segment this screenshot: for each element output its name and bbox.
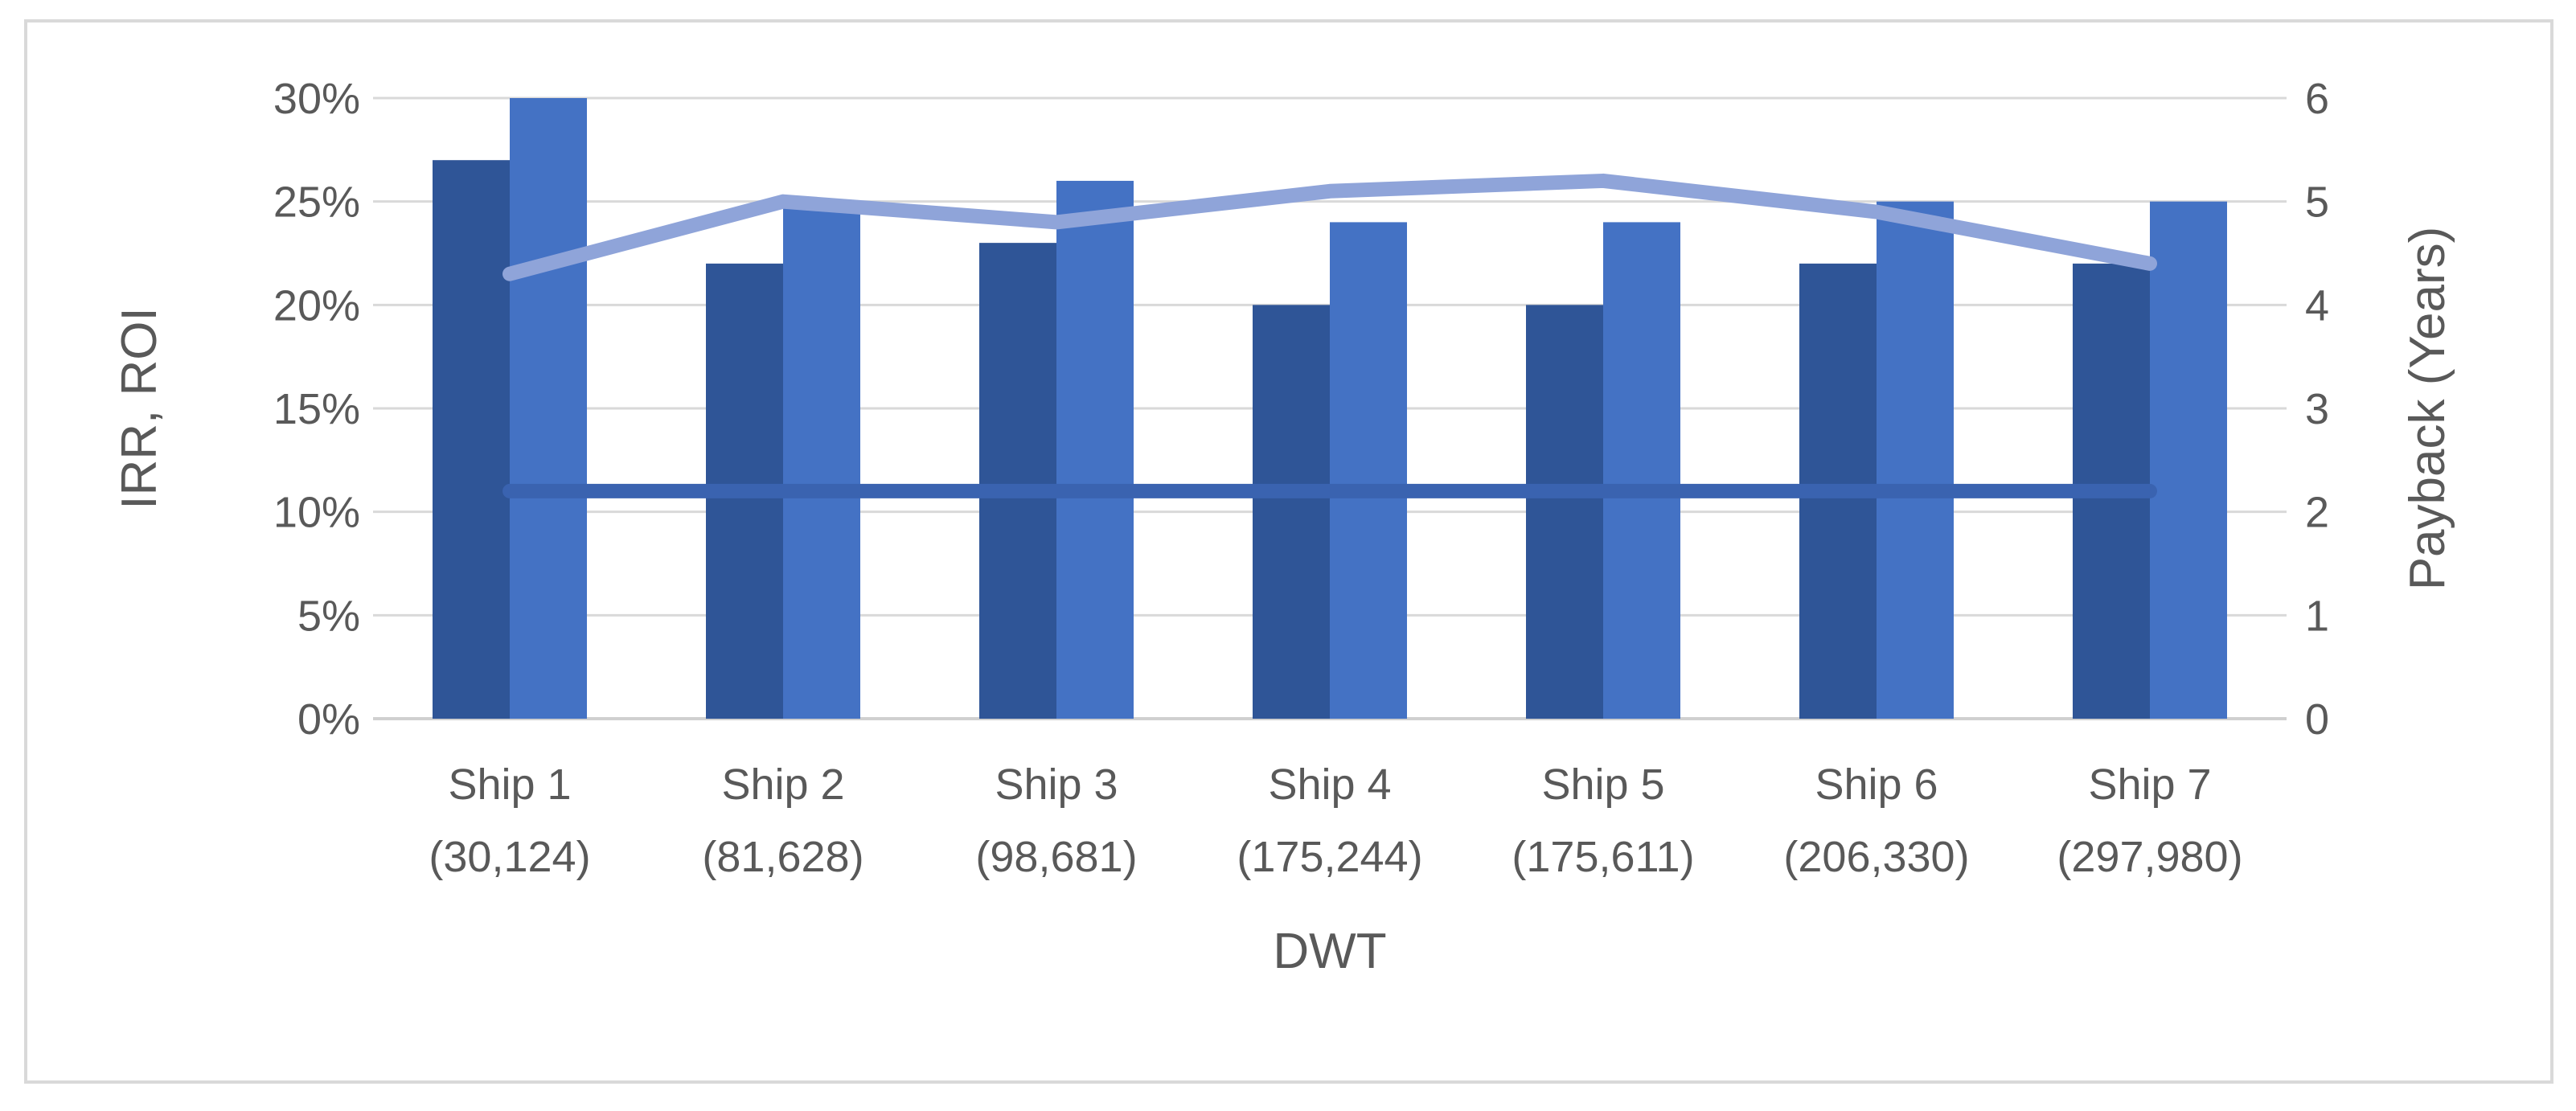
x-tick-label: Ship 6 (206,330) — [1783, 760, 1969, 881]
x-tick-label: Ship 3 (98,681) — [975, 760, 1137, 881]
bar-series-1 — [979, 243, 1056, 719]
x-tick-label: Ship 7 (297,980) — [2057, 760, 2242, 881]
lines — [502, 173, 2157, 498]
y2-tick-label: 3 — [2305, 385, 2329, 433]
bar-series-1 — [1526, 305, 1603, 719]
y-tick-label: 0% — [297, 695, 360, 744]
y-tick-label: 5% — [297, 592, 360, 640]
x-tick-label: Ship 1 (30,124) — [429, 760, 590, 881]
x-axis-ticks: Ship 1 (30,124) Ship 2 (81,628) Ship 3 (98,68… — [429, 760, 2242, 881]
y2-tick-label: 6 — [2305, 75, 2329, 123]
y-tick-label: 25% — [273, 178, 360, 227]
left-axis-title: IRR, ROI — [112, 307, 167, 509]
left-axis-ticks: 0% 5% 10% 15% 20% 25% 30% — [273, 75, 360, 744]
y-tick-label: 15% — [273, 385, 360, 433]
x-tick-label: Ship 5 (175,611) — [1512, 760, 1694, 881]
y-tick-label: 10% — [273, 489, 360, 537]
right-axis-ticks: 0 1 2 3 4 5 6 — [2305, 75, 2329, 744]
line-series-2 — [502, 173, 2157, 281]
x-tick-label: Ship 2 (81,628) — [702, 760, 863, 881]
bar-series-2 — [783, 201, 860, 719]
bar-series-2 — [1603, 222, 1680, 719]
bar-series-1 — [1253, 305, 1330, 719]
chart-frame: 0% 5% 10% 15% 20% 25% 30% 0 1 2 3 4 5 6 Ship 1 (30,12… — [24, 19, 2553, 1084]
y2-tick-label: 4 — [2305, 281, 2329, 330]
bar-series-2 — [1330, 222, 1407, 719]
y-tick-label: 20% — [273, 281, 360, 330]
x-axis-title: DWT — [1273, 924, 1386, 979]
y2-tick-label: 5 — [2305, 178, 2329, 227]
x-tick-label: Ship 4 (175,244) — [1237, 760, 1422, 881]
bar-series-1 — [433, 160, 510, 719]
chart-svg: 0% 5% 10% 15% 20% 25% 30% 0 1 2 3 4 5 6 Ship 1 (30,12… — [112, 75, 2455, 979]
y-tick-label: 30% — [273, 75, 360, 123]
bar-series-2 — [2150, 201, 2227, 719]
right-axis-title: Payback (Years) — [2400, 227, 2455, 591]
y2-tick-label: 1 — [2305, 592, 2329, 640]
bar-series-2 — [1877, 201, 1954, 719]
y2-tick-label: 2 — [2305, 489, 2329, 537]
bar-series-2 — [510, 98, 587, 719]
y2-tick-label: 0 — [2305, 695, 2329, 744]
bar-series-2 — [1056, 180, 1134, 719]
